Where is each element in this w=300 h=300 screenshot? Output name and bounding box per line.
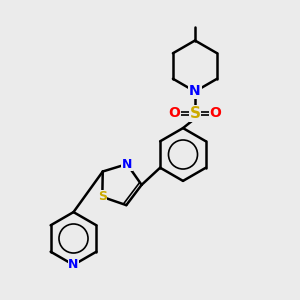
Text: S: S xyxy=(98,190,107,203)
Text: N: N xyxy=(189,85,201,98)
Text: O: O xyxy=(209,106,221,120)
Text: N: N xyxy=(122,158,132,171)
Text: O: O xyxy=(169,106,181,120)
Text: N: N xyxy=(68,258,79,272)
Text: S: S xyxy=(190,106,200,121)
